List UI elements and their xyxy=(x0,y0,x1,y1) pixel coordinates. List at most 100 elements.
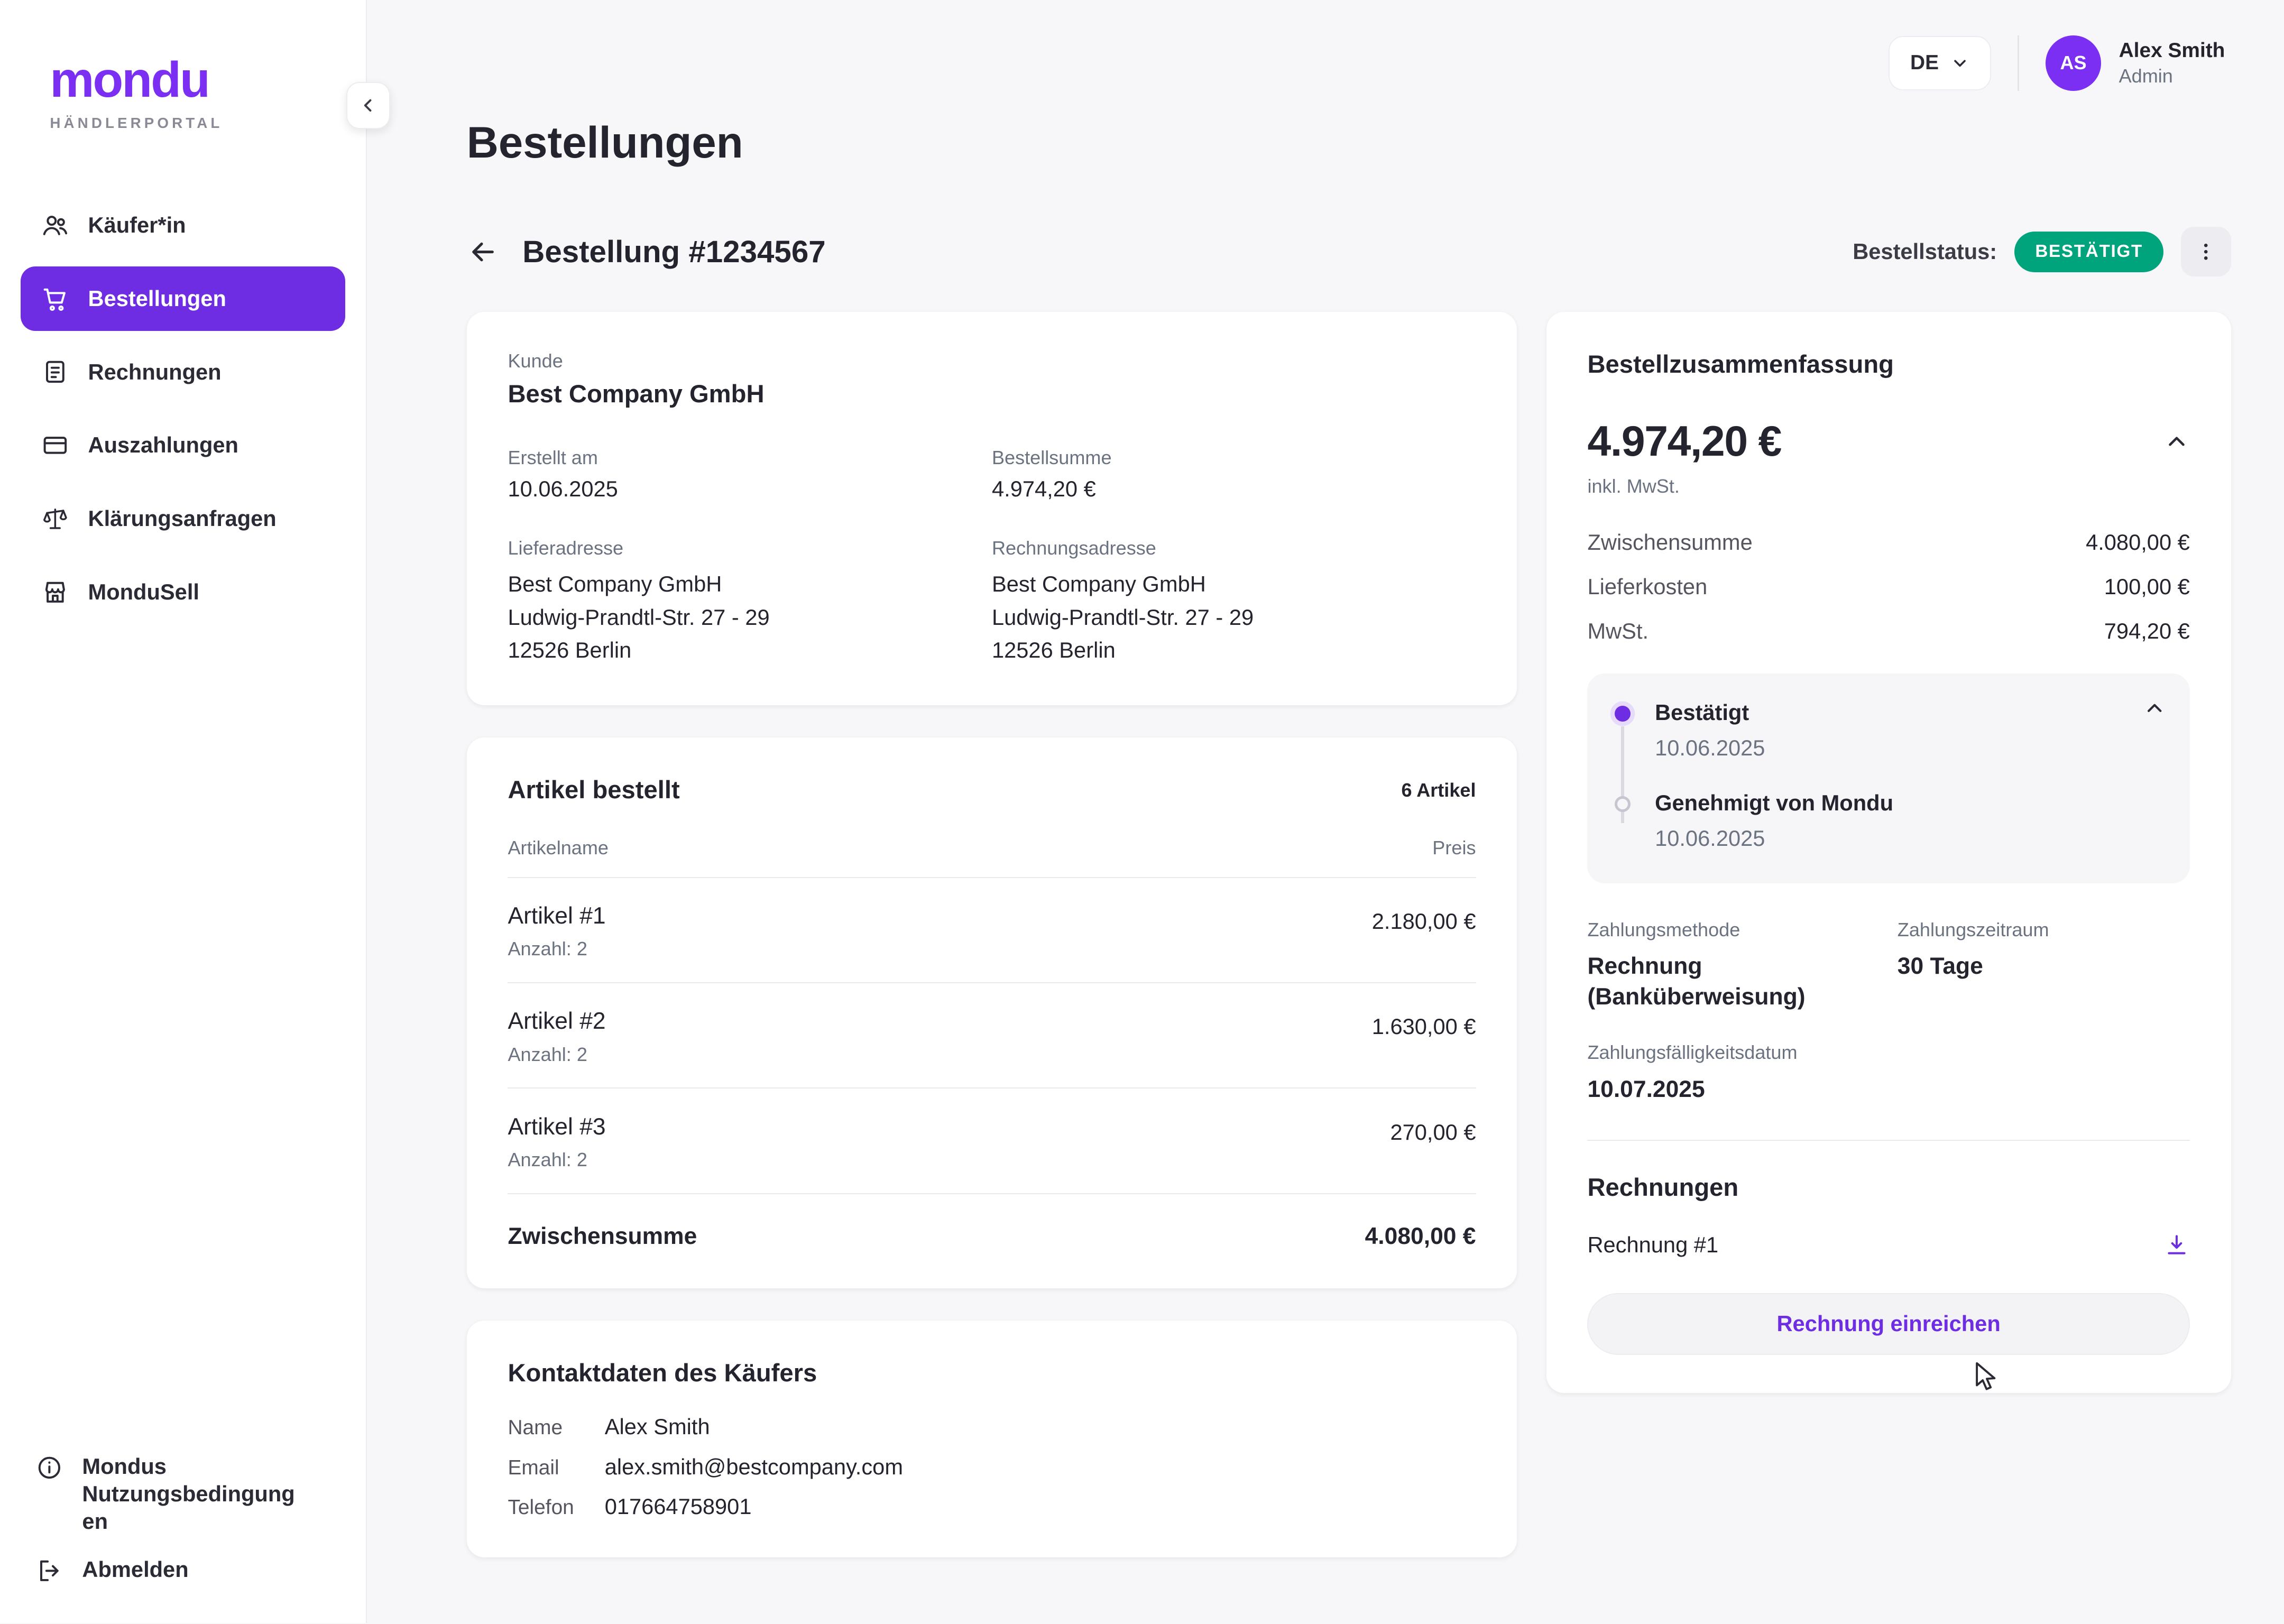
order-status-group: Bestellstatus: BESTÄTIGT xyxy=(1853,227,2231,277)
sidebar-item-label: Rechnungen xyxy=(88,359,222,384)
billing-address-lines: Best Company GmbH Ludwig-Prandtl-Str. 27… xyxy=(992,568,1476,667)
download-icon[interactable] xyxy=(2163,1232,2190,1258)
contact-value: alex.smith@bestcompany.com xyxy=(604,1454,904,1479)
chevron-left-icon xyxy=(358,95,379,116)
contact-label: Telefon xyxy=(508,1496,574,1519)
address-line: Best Company GmbH xyxy=(991,571,1206,597)
user-menu[interactable]: AS Alex Smith Admin xyxy=(2045,35,2225,91)
sidebar-item-auszahlungen[interactable]: Auszahlungen xyxy=(21,413,345,477)
items-table-header: Artikelname Preis xyxy=(508,837,1476,878)
timeline-entry: Genehmigt von Mondu 10.06.2025 xyxy=(1614,790,2163,851)
payment-term-value: 30 Tage xyxy=(1897,953,1983,980)
sidebar-item-kaeuferin[interactable]: Käufer*in xyxy=(21,193,345,257)
timeline-label: Genehmigt von Mondu xyxy=(1655,790,1894,815)
table-row: Artikel #3 Anzahl: 2 270,00 € xyxy=(508,1088,1476,1194)
item-price: 270,00 € xyxy=(1390,1119,1476,1145)
payment-term-block: Zahlungszeitraum 30 Tage xyxy=(1898,919,2190,1012)
back-button[interactable] xyxy=(467,236,499,268)
timeline-entry-content: Bestätigt 10.06.2025 xyxy=(1655,700,1765,761)
items-card-header: Artikel bestellt 6 Artikel xyxy=(508,776,1476,805)
created-at-block: Erstellt am 10.06.2025 xyxy=(508,447,992,502)
order-title: Bestellung #1234567 xyxy=(522,234,826,269)
status-badge: BESTÄTIGT xyxy=(2014,231,2163,272)
table-row: Artikel #2 Anzahl: 2 1.630,00 € xyxy=(508,983,1476,1089)
sidebar-item-label: MonduSell xyxy=(88,579,199,605)
invoice-icon xyxy=(41,358,69,386)
sidebar-item-mondusell[interactable]: MonduSell xyxy=(21,560,345,624)
language-selector[interactable]: DE xyxy=(1889,35,1992,91)
collapse-timeline-button[interactable] xyxy=(2143,697,2166,720)
sidebar-item-klaerungsanfragen[interactable]: Klärungsanfragen xyxy=(21,486,345,551)
list-item: Telefon 017664758901 xyxy=(508,1494,1476,1519)
summary-total: 4.974,20 € xyxy=(1587,418,1782,466)
item-price: 2.180,00 € xyxy=(1371,908,1476,934)
sidebar-item-label: Auszahlungen xyxy=(88,432,238,458)
logout-label: Abmelden xyxy=(82,1556,189,1582)
contact-label: Email xyxy=(508,1456,559,1479)
payment-info-grid: Zahlungsmethode Rechnung (Banküberweisun… xyxy=(1587,919,2189,1012)
item-quantity: Anzahl: 2 xyxy=(508,1043,587,1065)
order-header: Bestellung #1234567 Bestellstatus: BESTÄ… xyxy=(467,227,2231,277)
payment-method-block: Zahlungsmethode Rechnung (Banküberweisun… xyxy=(1587,919,1880,1012)
collapse-summary-button[interactable] xyxy=(2163,429,2190,455)
main-content: Bestellungen Bestellung #1234567 Bestell… xyxy=(367,0,2283,1617)
submit-invoice-button[interactable]: Rechnung einreichen xyxy=(1587,1293,2190,1355)
sidebar: mondu HÄNDLERPORTAL Käufer*in Bestellung… xyxy=(0,0,367,1623)
item-cell: Artikel #1 Anzahl: 2 xyxy=(508,903,605,961)
sidebar-collapse-button[interactable] xyxy=(346,82,391,130)
due-date-label: Zahlungsfälligkeitsdatum xyxy=(1587,1041,1798,1064)
summary-lines: Zwischensumme 4.080,00 € Lieferkosten 10… xyxy=(1587,530,2189,644)
shipping-address-block: Lieferadresse Best Company GmbH Ludwig-P… xyxy=(508,537,992,667)
shop-icon xyxy=(41,578,69,606)
summary-total-row: 4.974,20 € xyxy=(1587,417,2189,466)
sidebar-item-bestellungen[interactable]: Bestellungen xyxy=(20,266,346,331)
shipping-address-lines: Best Company GmbH Ludwig-Prandtl-Str. 27… xyxy=(508,568,992,667)
page-title: Bestellungen xyxy=(466,118,743,168)
summary-line-value: 4.080,00 € xyxy=(2086,530,2190,555)
contact-value: 017664758901 xyxy=(604,1494,752,1519)
sidebar-item-terms[interactable]: Mondus Nutzungsbedingungen xyxy=(21,1453,345,1535)
customer-name: Best Company GmbH xyxy=(508,380,765,409)
subtotal-label: Zwischensumme xyxy=(508,1223,697,1250)
summary-divider xyxy=(1587,1139,2190,1141)
customer-card: Kunde Best Company GmbH Erstellt am 10.0… xyxy=(466,312,1517,705)
items-card: Artikel bestellt 6 Artikel Artikelname P… xyxy=(466,737,1517,1288)
chevron-down-icon xyxy=(1950,53,1969,72)
column-header-name: Artikelname xyxy=(508,837,609,859)
billing-address-label: Rechnungsadresse xyxy=(991,537,1156,559)
order-status-label: Bestellstatus: xyxy=(1853,239,1997,264)
customer-label: Kunde xyxy=(508,350,563,372)
address-line: 12526 Berlin xyxy=(508,638,632,663)
right-column: Bestellzusammenfassung 4.974,20 € inkl. … xyxy=(1546,312,2231,1393)
info-icon xyxy=(35,1454,63,1482)
cart-icon xyxy=(41,285,69,313)
contact-card: Kontaktdaten des Käufers Name Alex Smith… xyxy=(466,1320,1517,1558)
item-name: Artikel #1 xyxy=(508,902,606,929)
list-item: Zwischensumme 4.080,00 € xyxy=(1587,530,2189,555)
order-actions-button[interactable] xyxy=(2181,227,2231,277)
sidebar-item-logout[interactable]: Abmelden xyxy=(21,1556,345,1585)
card-icon xyxy=(41,431,69,459)
due-date-value: 10.07.2025 xyxy=(1587,1076,1705,1102)
timeline-connector xyxy=(1621,726,1624,823)
sidebar-item-rechnungen[interactable]: Rechnungen xyxy=(21,340,345,404)
order-total-value: 4.974,20 € xyxy=(991,476,1096,502)
contact-value: Alex Smith xyxy=(604,1414,710,1439)
order-total-block: Bestellsumme 4.974,20 € xyxy=(992,447,1476,502)
contact-card-title: Kontaktdaten des Käufers xyxy=(508,1359,817,1387)
subtotal-value: 4.080,00 € xyxy=(1365,1223,1476,1250)
address-line: Best Company GmbH xyxy=(508,571,722,597)
sidebar-nav: Käufer*in Bestellungen Rechnungen Auszah… xyxy=(0,176,366,624)
payment-term-label: Zahlungszeitraum xyxy=(1897,918,2049,940)
logo: mondu HÄNDLERPORTAL xyxy=(0,0,366,176)
avatar: AS xyxy=(2045,35,2102,91)
column-header-price: Preis xyxy=(1432,837,1476,859)
sidebar-footer: Mondus Nutzungsbedingungen Abmelden xyxy=(0,1453,366,1623)
address-line: Ludwig-Prandtl-Str. 27 - 29 xyxy=(991,604,1254,630)
summary-line-label: MwSt. xyxy=(1587,619,1649,644)
contact-label: Name xyxy=(508,1416,563,1439)
created-at-label: Erstellt am xyxy=(508,447,598,469)
scales-icon xyxy=(41,505,69,533)
item-quantity: Anzahl: 2 xyxy=(508,938,587,960)
